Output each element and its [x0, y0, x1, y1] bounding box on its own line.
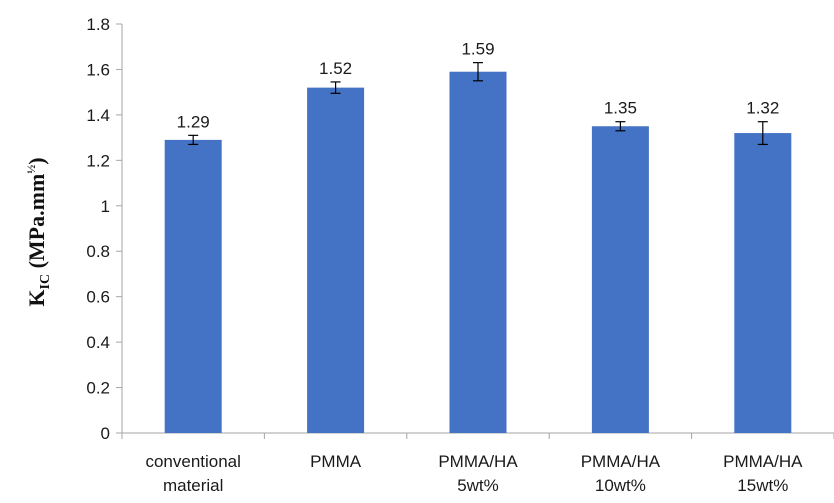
y-axis-label-rest: (MPa.mm [24, 174, 49, 274]
y-tick-label: 1.8 [86, 15, 110, 34]
y-tick-label: 1 [101, 197, 110, 216]
bar [164, 139, 222, 433]
data-label: 1.32 [746, 99, 779, 118]
bar [734, 133, 792, 434]
x-tick-label-line: PMMA [310, 452, 362, 471]
data-label: 1.52 [319, 59, 352, 78]
x-tick-label-line: 5wt% [457, 476, 499, 495]
x-tick-label-line: material [163, 476, 223, 495]
y-axis-label-sub: IC [38, 274, 53, 290]
y-tick-label: 0.2 [86, 379, 110, 398]
y-axis-label-main: K [24, 289, 49, 306]
x-tick-label: PMMA [310, 452, 362, 471]
x-tick-label-line: PMMA/HA [438, 452, 518, 471]
bar [449, 71, 507, 433]
x-tick-label-line: 10wt% [595, 476, 646, 495]
y-tick-label: 0 [101, 424, 110, 443]
plot-area: 0 0.2 0.4 0.6 0.8 1 1.2 1.4 1.6 1.8 1.29 convention… [86, 15, 834, 495]
x-tick-label: PMMA/HA 10wt% [581, 452, 661, 495]
x-tick-label-line: 15wt% [737, 476, 788, 495]
x-tick-label-line: PMMA/HA [581, 452, 661, 471]
y-tick-label: 1.2 [86, 151, 110, 170]
data-label: 1.29 [177, 112, 210, 131]
bar [307, 87, 365, 433]
x-tick-label-line: conventional [145, 452, 240, 471]
x-tick-label: PMMA/HA 15wt% [723, 452, 803, 495]
y-axis-label-sup: ½ [24, 165, 38, 174]
y-tick-label: 1.6 [86, 60, 110, 79]
y-tick-label: 1.4 [86, 106, 110, 125]
x-tick-label: PMMA/HA 5wt% [438, 452, 518, 495]
y-tick-label: 0.8 [86, 242, 110, 261]
y-tick-label: 0.6 [86, 288, 110, 307]
bar [591, 126, 649, 433]
y-axis-label: KIC (MPa.mm½) [24, 157, 53, 306]
y-tick-label: 0.4 [86, 333, 110, 352]
x-tick-label-line: PMMA/HA [723, 452, 803, 471]
y-axis-label-close: ) [24, 157, 49, 164]
data-label: 1.35 [604, 99, 637, 118]
x-tick-label: conventional material [145, 452, 240, 495]
data-label: 1.59 [461, 40, 494, 59]
